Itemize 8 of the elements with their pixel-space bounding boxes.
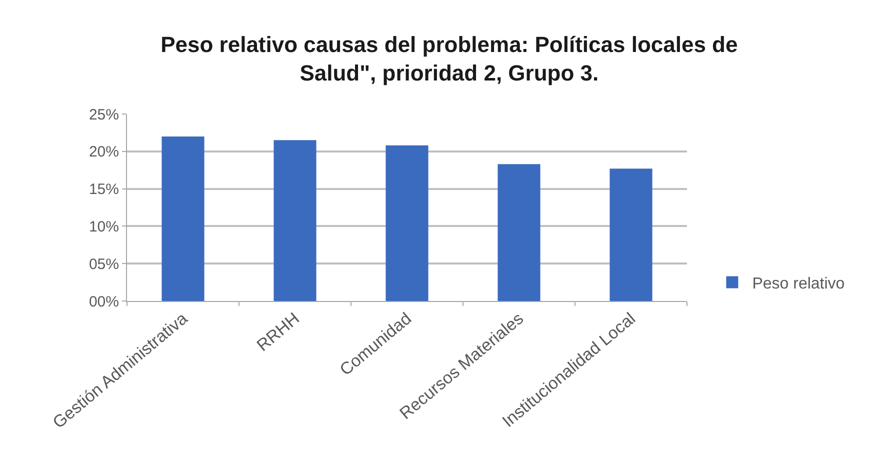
y-tick-label: 10%: [88, 218, 119, 236]
y-tick-label: 05%: [88, 256, 119, 273]
y-tick-label: 20%: [88, 144, 119, 161]
legend-label: Peso relativo: [752, 275, 845, 292]
y-tick-label: 25%: [88, 106, 119, 124]
y-tick-label: 00%: [88, 293, 119, 310]
y-tick-label: 15%: [88, 181, 119, 198]
chart-title: Peso relativo causas del problema: Políticas locales de Salud", prioridad 2, Grupo 3.: [160, 32, 738, 86]
